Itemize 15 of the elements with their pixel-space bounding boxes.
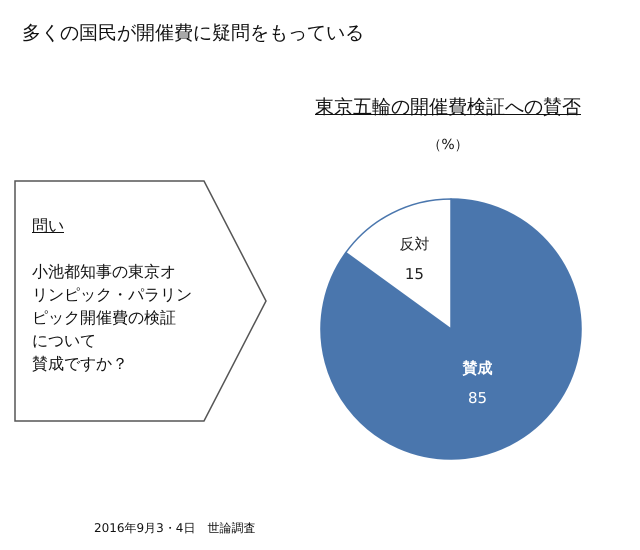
text: 賛成ですか？ (32, 353, 129, 375)
chart-title: 多くの国民が開催費に疑問をもっている (22, 21, 364, 46)
text: 小池都知事の東京オ (32, 261, 177, 283)
data-label: 15 (404, 265, 424, 284)
text: 問い (32, 216, 64, 237)
slice-label: 賛成 (462, 359, 493, 378)
text: 2016年9月3・4日 世論調査 (94, 520, 256, 537)
text: ピック開催費の検証 (32, 307, 177, 329)
data-label: 85 (468, 389, 488, 408)
chart-subtitle: 東京五輪の開催費検証への賛否 (314, 95, 582, 120)
text: リンピック・パラリン (32, 284, 192, 306)
text: について (32, 330, 97, 352)
text: （%） (426, 136, 470, 154)
slice-label: 反対 (399, 235, 430, 254)
pie-slice (320, 198, 582, 460)
